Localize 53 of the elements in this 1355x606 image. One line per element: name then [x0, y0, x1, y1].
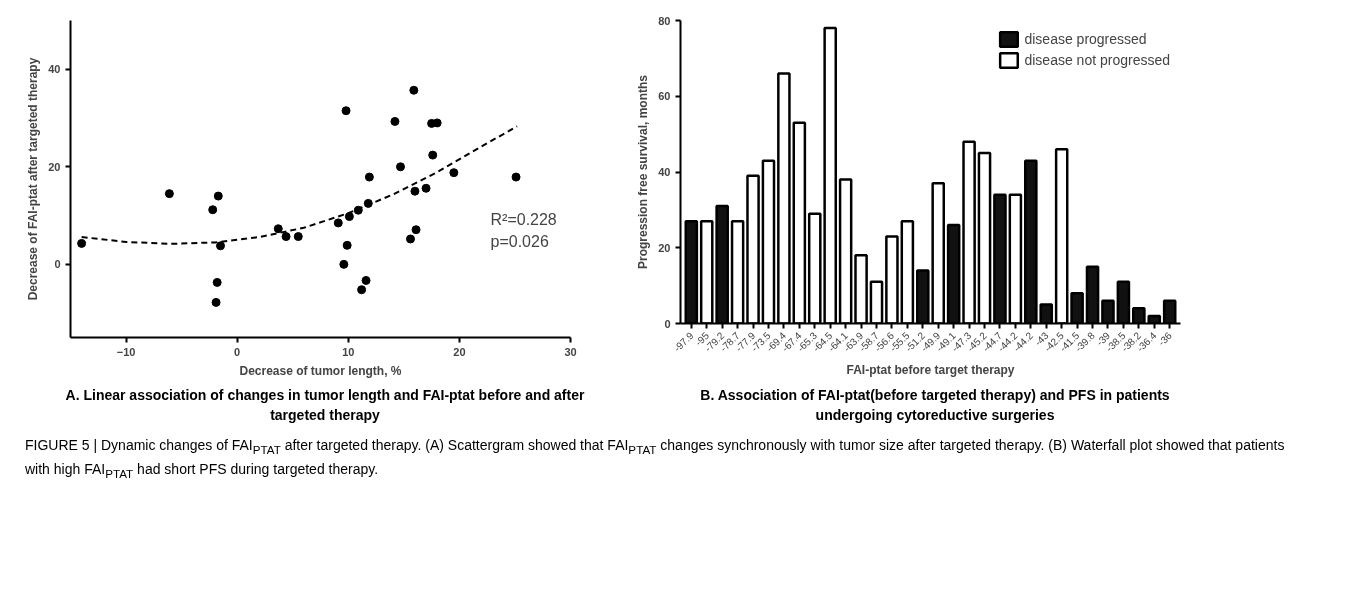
point [208, 205, 218, 215]
point [396, 162, 405, 172]
y-tick-label: 60 [658, 90, 671, 103]
x-axis-title: FAI-ptat before target therapy [846, 363, 1015, 378]
point [421, 183, 431, 193]
y-tick-label: 0 [664, 317, 671, 330]
legend-label: disease not progressed [1024, 52, 1170, 68]
x-tick-label: 0 [234, 345, 241, 358]
point [511, 172, 521, 182]
point [361, 275, 371, 285]
point [410, 186, 420, 196]
y-tick-label: 20 [658, 241, 671, 254]
x-axis-title: Decrease of tumor length, % [239, 363, 402, 378]
point [77, 238, 87, 248]
x-tick-label: 20 [453, 345, 466, 358]
y-axis-title: Progression free survival, months [636, 74, 651, 270]
point [213, 191, 223, 201]
point [364, 172, 374, 182]
point [344, 212, 354, 222]
point [411, 225, 421, 235]
point [449, 168, 459, 178]
point [293, 232, 303, 242]
point [216, 241, 225, 251]
x-tick-label: −10 [116, 345, 136, 358]
point [428, 150, 438, 160]
annotation: R²=0.228 [490, 210, 557, 228]
y-tick-label: 40 [658, 166, 671, 178]
legend-label: disease progressed [1024, 31, 1147, 47]
point [164, 189, 174, 199]
text: FIGURE 5 | Dynamic changes of FAI$_{PTAT}$ after targeted therapy. (A) Scattergram showed that FAI$_{PTAT}$ changes synchronously with tumor size after targeted therapy. (B) Waterfall plot showed that patients with high FAI$_{PTAT}$ had short PFS during targeted therapy. [25, 437, 1285, 480]
point [409, 85, 419, 95]
point [281, 232, 291, 242]
y-tick-label: 40 [48, 63, 61, 76]
annotation: p=0.026 [490, 232, 549, 250]
point [273, 224, 283, 234]
point [342, 240, 352, 250]
point [333, 218, 343, 228]
point [341, 106, 351, 116]
text: A. Linear association of changes in tumor length and FAI-ptat before and after targeted therapy [65, 386, 585, 425]
y-axis-title: Decrease of FAI-ptat after targeted therapy [26, 57, 41, 301]
y-tick-label: 80 [658, 14, 671, 27]
x-tick-label: -36 [1155, 329, 1175, 348]
point [212, 277, 222, 287]
point [390, 116, 400, 126]
x-tick-label: 10 [342, 345, 355, 358]
y-tick-label: 20 [48, 160, 61, 173]
point [339, 259, 349, 269]
x-tick-label: 30 [564, 345, 577, 358]
text: B. Association of FAI-ptat(before targeted therapy) and PFS in patients undergoing cytoreductive surgeries [699, 386, 1171, 425]
y-tick-label: 0 [54, 258, 61, 271]
point [406, 234, 415, 244]
point [357, 285, 367, 295]
point [211, 297, 221, 307]
